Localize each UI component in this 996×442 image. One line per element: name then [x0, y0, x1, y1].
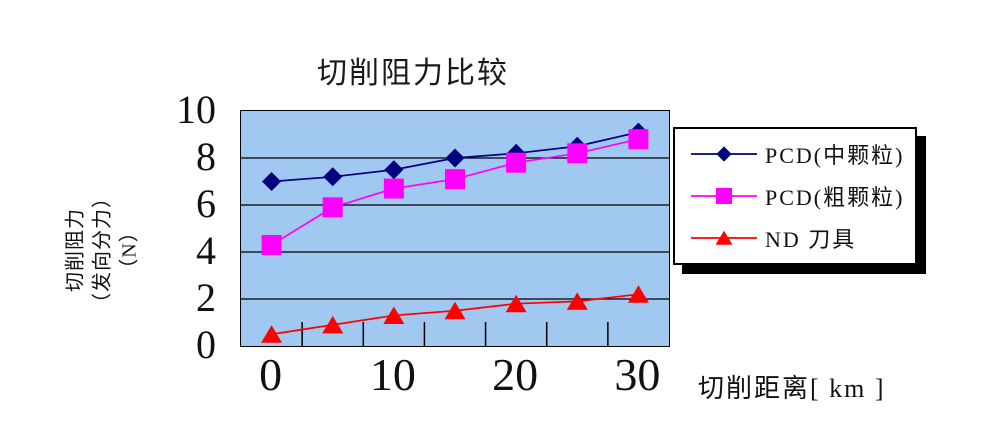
x-axis-title: 切削距离[ km ]	[698, 374, 886, 403]
legend-item: ND 刀具	[691, 222, 911, 254]
plot-area	[240, 110, 670, 347]
legend-item: PCD(中颗粒)	[691, 138, 911, 170]
legend-marker-triangle-icon	[691, 230, 757, 245]
x-tick-label: 30	[614, 349, 661, 400]
y-tick-label: 4	[196, 228, 216, 273]
plot-svg	[241, 122, 669, 346]
y-tick-label: 2	[196, 275, 216, 320]
y-axis-title-line-1: 切削阻力	[64, 208, 87, 292]
y-tick-label: 8	[196, 134, 216, 179]
legend-marker-square-icon	[691, 188, 757, 204]
y-tick-label: 10	[176, 87, 216, 132]
legend-item: PCD(粗颗粒)	[691, 180, 911, 212]
chart-title: 切削阻力比较	[317, 57, 509, 90]
x-tick-label: 20	[492, 349, 539, 400]
x-tick-label: 0	[259, 349, 283, 400]
legend: PCD(中颗粒) PCD(粗颗粒) ND 刀具	[673, 127, 917, 265]
y-axis-title-line-2: （发向分力）	[91, 187, 114, 313]
legend-item-label: PCD(中颗粒)	[765, 143, 905, 168]
x-axis-tick-labels: 0 10 20 30	[240, 352, 668, 404]
legend-marker-diamond-icon	[691, 146, 757, 162]
x-tick-label: 10	[369, 349, 416, 400]
legend-item-label: ND 刀具	[765, 227, 857, 252]
legend-item-label: PCD(粗颗粒)	[765, 185, 905, 210]
y-tick-label: 6	[196, 181, 216, 226]
y-tick-label: 0	[196, 322, 216, 367]
y-axis-tick-labels: 0 2 4 6 8 10	[126, 90, 216, 365]
